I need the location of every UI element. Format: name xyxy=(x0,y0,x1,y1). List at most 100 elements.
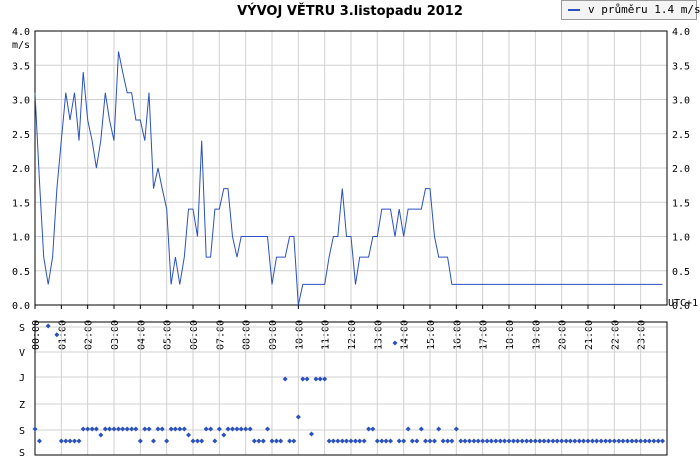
x-tick-label: 15:00 xyxy=(426,320,437,350)
y-unit-label: m/s xyxy=(12,40,30,51)
direction-point xyxy=(300,376,306,382)
x-tick-label: 09:00 xyxy=(268,320,279,350)
direction-point xyxy=(379,438,385,444)
direction-point xyxy=(418,426,424,432)
direction-point xyxy=(260,438,266,444)
dir-tick-label: S xyxy=(19,323,25,334)
direction-point xyxy=(510,438,516,444)
direction-point xyxy=(63,438,69,444)
direction-point xyxy=(278,438,284,444)
direction-point xyxy=(194,438,200,444)
direction-point xyxy=(151,438,156,444)
legend: v průměru 1.4 m/s xyxy=(561,0,700,20)
y-tick-label-left: 0.5 xyxy=(12,267,30,278)
direction-point xyxy=(199,438,205,444)
direction-point xyxy=(326,438,332,444)
y-tick-label-right: 4.0 xyxy=(672,27,690,38)
direction-point xyxy=(594,438,600,444)
direction-point xyxy=(234,426,240,432)
direction-point xyxy=(502,438,508,444)
direction-point xyxy=(401,438,407,444)
direction-point xyxy=(186,432,192,438)
x-tick-label: 05:00 xyxy=(163,320,174,350)
direction-point xyxy=(181,426,187,432)
direction-point xyxy=(322,376,328,382)
direction-point xyxy=(541,438,547,444)
direction-point xyxy=(352,438,358,444)
x-tick-label: 11:00 xyxy=(321,320,332,350)
direction-point xyxy=(383,438,389,444)
direction-point xyxy=(585,438,591,444)
direction-point xyxy=(493,438,499,444)
direction-point xyxy=(190,438,196,444)
direction-point xyxy=(129,426,135,432)
direction-point xyxy=(392,340,398,346)
direction-point xyxy=(374,438,380,444)
direction-point xyxy=(589,438,595,444)
direction-point xyxy=(291,438,297,444)
direction-point xyxy=(168,426,174,432)
x-tick-label: 16:00 xyxy=(452,320,463,350)
direction-point xyxy=(247,426,253,432)
direction-point xyxy=(445,438,451,444)
direction-point xyxy=(462,438,468,444)
direction-point xyxy=(287,438,293,444)
direction-point xyxy=(54,332,60,338)
x-tick-label: 23:00 xyxy=(637,320,648,350)
y-tick-label-left: 2.5 xyxy=(12,130,30,141)
direction-point xyxy=(295,414,301,420)
direction-point xyxy=(567,438,573,444)
direction-point xyxy=(36,438,42,444)
direction-point xyxy=(137,438,143,444)
y-tick-label-right: 0.5 xyxy=(672,267,690,278)
direction-point xyxy=(225,426,231,432)
direction-point xyxy=(519,438,525,444)
y-tick-label-left: 0.0 xyxy=(12,301,30,312)
direction-point xyxy=(357,438,363,444)
direction-point xyxy=(58,438,64,444)
direction-point xyxy=(436,426,442,432)
direction-point xyxy=(159,426,165,432)
utc-label: UTC+1 xyxy=(668,298,698,309)
direction-point xyxy=(550,438,556,444)
direction-point xyxy=(146,426,152,432)
direction-point xyxy=(515,438,521,444)
direction-point xyxy=(528,438,534,444)
y-tick-label-right: 1.0 xyxy=(672,233,690,244)
direction-point xyxy=(638,438,644,444)
legend-label: v průměru 1.4 m/s xyxy=(588,3,700,16)
direction-point xyxy=(405,426,411,432)
direction-point xyxy=(603,438,609,444)
chart-title: VÝVOJ VĚTRU 3.listopadu 2012 xyxy=(237,4,463,19)
direction-point xyxy=(80,426,86,432)
direction-point xyxy=(317,376,323,382)
direction-point xyxy=(230,426,235,432)
x-tick-label: 10:00 xyxy=(294,320,305,350)
direction-point xyxy=(440,438,446,444)
direction-point xyxy=(497,438,503,444)
direction-point xyxy=(243,426,249,432)
direction-point xyxy=(524,438,530,444)
direction-point xyxy=(409,438,415,444)
direction-point xyxy=(335,438,341,444)
direction-point xyxy=(480,438,486,444)
x-tick-label: 20:00 xyxy=(558,320,569,350)
direction-point xyxy=(344,438,350,444)
direction-point xyxy=(475,438,481,444)
legend-swatch xyxy=(568,9,580,11)
direction-point xyxy=(32,426,38,432)
direction-point xyxy=(269,438,275,444)
direction-point xyxy=(203,426,209,432)
direction-point xyxy=(304,376,310,382)
direction-point xyxy=(339,438,345,444)
dir-tick-label: S xyxy=(19,448,25,459)
direction-point xyxy=(506,438,512,444)
direction-point xyxy=(67,438,73,444)
x-tick-label: 13:00 xyxy=(373,320,384,350)
direction-point xyxy=(633,438,639,444)
direction-point xyxy=(45,323,51,329)
direction-point xyxy=(102,426,108,432)
y-tick-label-left: 4.0 xyxy=(12,27,30,38)
direction-point xyxy=(629,438,635,444)
